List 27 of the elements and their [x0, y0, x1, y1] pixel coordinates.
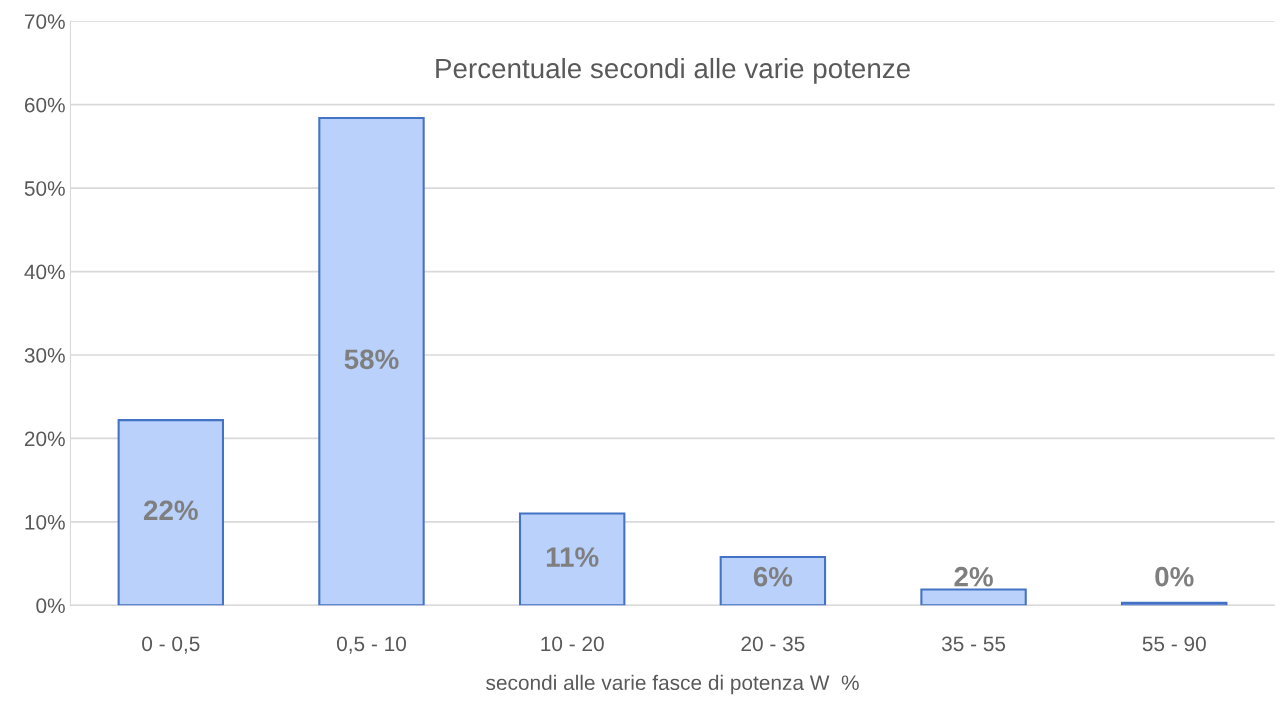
data-label: 11%: [546, 547, 599, 567]
x-tick-label: 10 - 20: [541, 636, 604, 652]
x-tick-label: 20 - 35: [741, 636, 805, 652]
bar: [920, 588, 1027, 606]
data-label: 58%: [344, 349, 399, 370]
data-label: 6%: [753, 566, 793, 587]
y-tick-label: 30%: [24, 348, 65, 363]
bar: [117, 419, 225, 606]
y-tick-label: 10%: [25, 514, 65, 530]
data-label: 2%: [954, 566, 993, 587]
x-tick-label: 55 - 90: [1142, 636, 1206, 652]
y-tick-label: 70%: [24, 14, 65, 29]
text: Percentuale secondi alle varie potenze: [436, 57, 910, 84]
x-tick-label: 0,5 - 10: [336, 636, 406, 654]
y-tick-label: 0%: [36, 598, 65, 614]
data-label: 22%: [143, 500, 198, 521]
bar: [318, 116, 425, 606]
y-tick-label: 60%: [24, 97, 65, 113]
x-axis-title: secondi alle varie fasce di potenza W %: [486, 674, 859, 695]
x-tick-label: 0 - 0,5: [142, 636, 200, 654]
bar: [719, 555, 827, 606]
x-tick-label: 35 - 55: [941, 636, 1006, 652]
data-label: 0%: [1155, 566, 1194, 587]
bar: [518, 512, 626, 606]
y-tick-label: 50%: [24, 181, 65, 196]
y-tick-label: 20%: [24, 431, 65, 447]
y-tick-label: 40%: [24, 264, 65, 280]
